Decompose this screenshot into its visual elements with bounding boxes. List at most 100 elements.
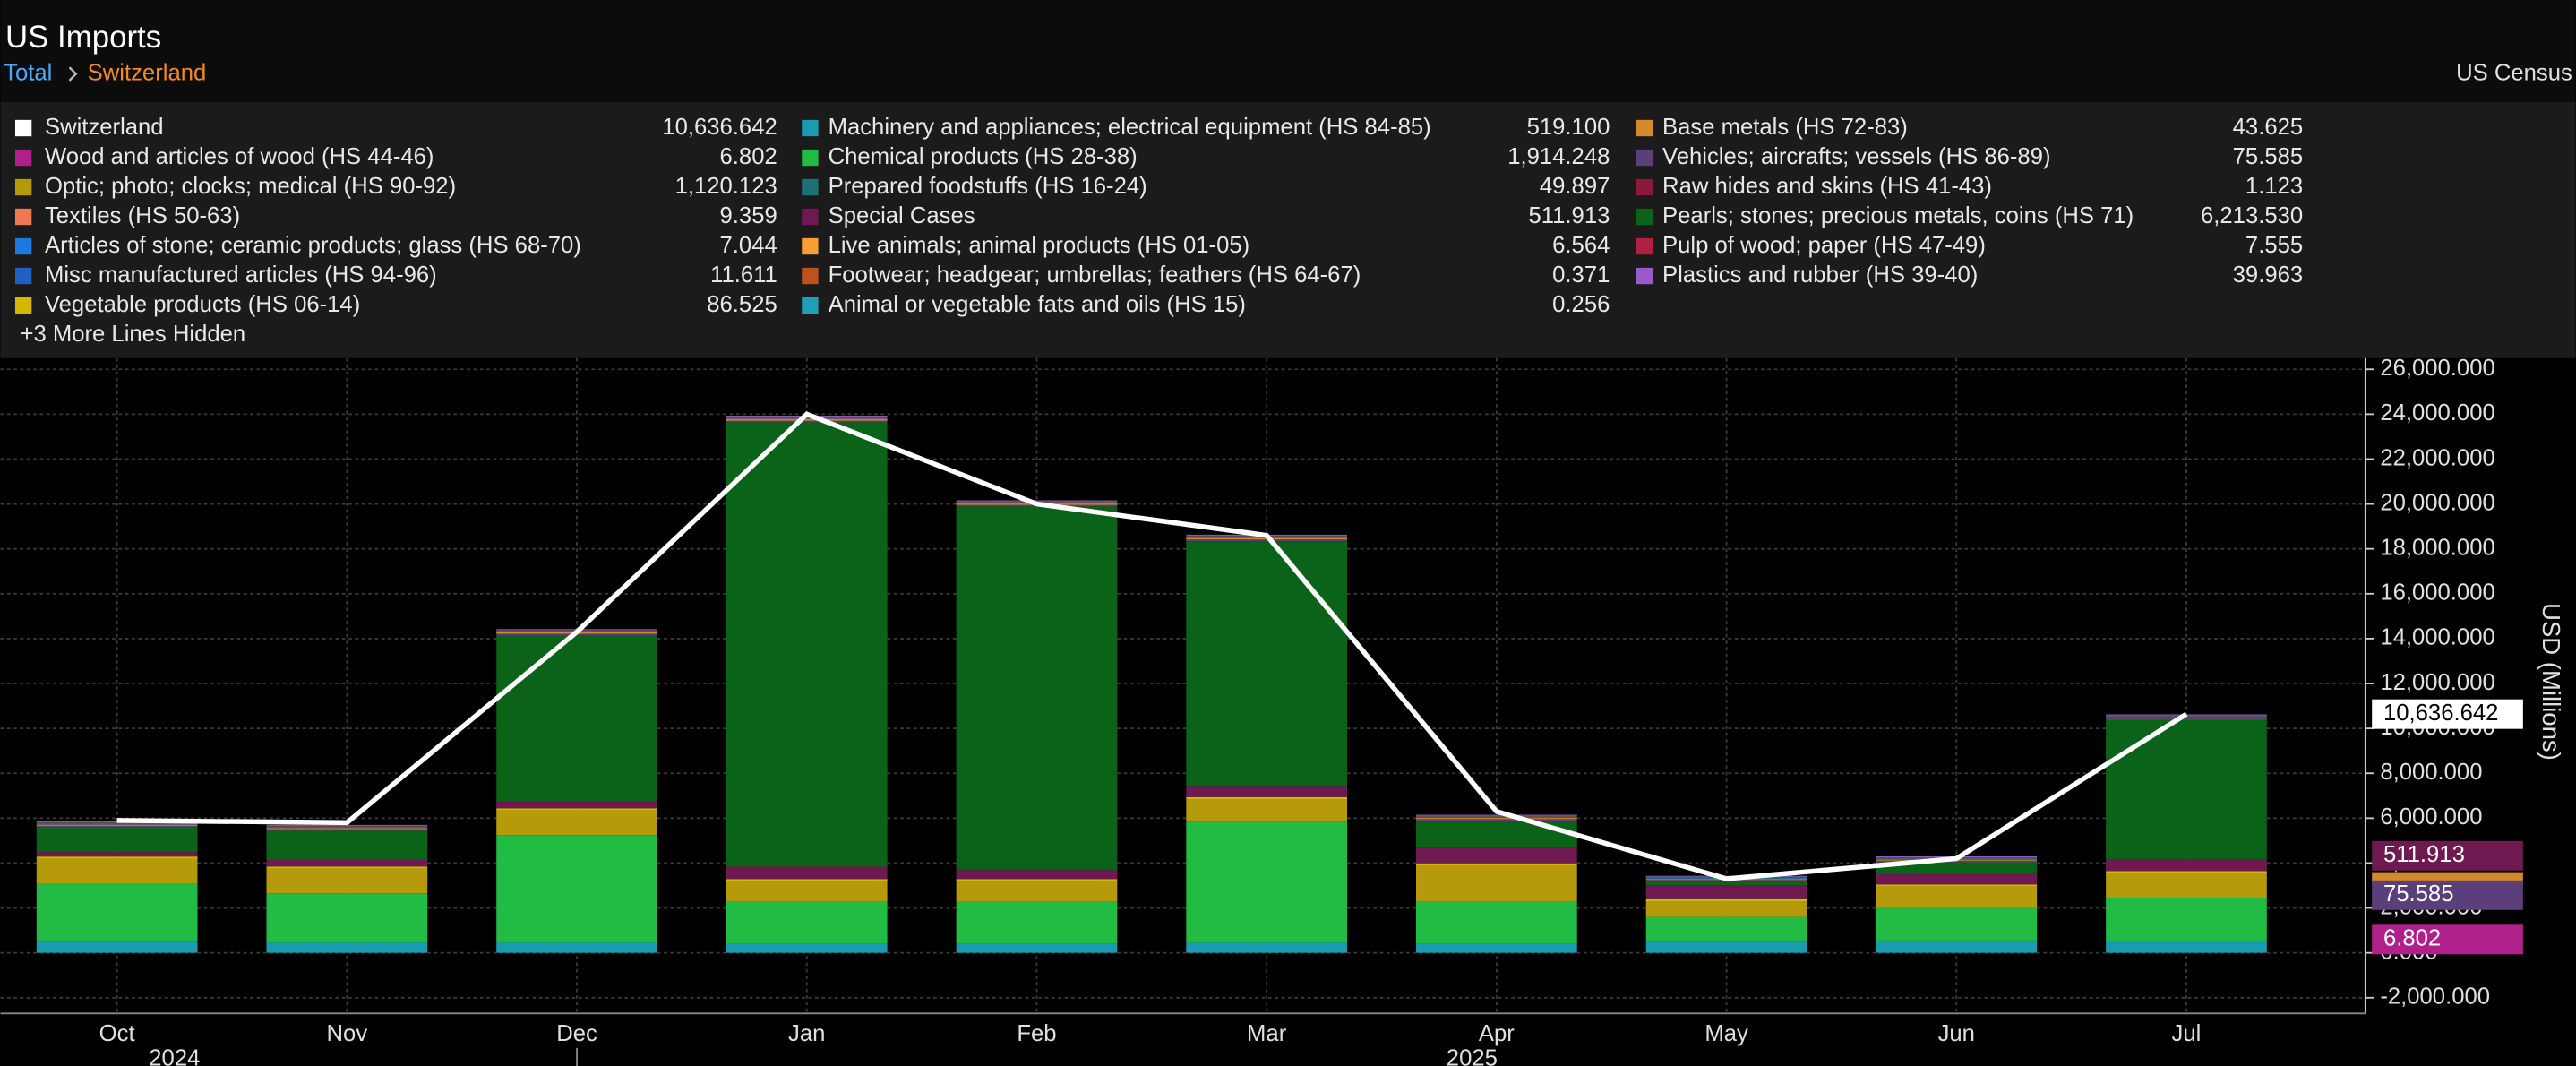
legend-swatch <box>1636 178 1653 196</box>
bar-segment <box>1645 916 1807 942</box>
bar-segment <box>36 823 198 825</box>
bar-segment <box>2106 941 2267 953</box>
bar-segment <box>956 879 1118 881</box>
bar-segment <box>1416 864 1577 902</box>
bar-segment <box>1186 942 1348 953</box>
legend-swatch <box>1636 237 1653 255</box>
grid <box>0 357 2366 1014</box>
legend-swatch <box>14 149 32 167</box>
bar-segment <box>956 870 1118 880</box>
legend-swatch <box>802 208 819 226</box>
x-tick-label: Jun <box>1938 1021 1975 1046</box>
legend-name: Base metals (HS 72-83) <box>1662 115 1908 140</box>
bar-segment <box>1876 907 2038 941</box>
bar-segment <box>1186 541 1348 787</box>
bar-segment <box>1876 862 2038 873</box>
legend-swatch <box>1636 208 1653 226</box>
y-tick-label: 16,000.000 <box>2380 580 2494 606</box>
legend-swatch <box>802 237 819 255</box>
y-tick-label: 24,000.000 <box>2380 400 2494 426</box>
legend-name: Special Cases <box>829 203 975 228</box>
bar-segment <box>1876 886 2038 907</box>
bar-segment <box>266 824 428 826</box>
legend-name: Textiles (HS 50-63) <box>45 203 240 228</box>
legend-swatch <box>14 267 32 285</box>
bar-segment <box>266 893 428 943</box>
legend-value: 75.585 <box>2233 144 2303 169</box>
bar-segment <box>266 942 428 953</box>
bar-segment <box>36 824 198 826</box>
bar-segment <box>1416 943 1577 953</box>
legend-value: 0.256 <box>1552 292 1610 317</box>
legend-name: Optic; photo; clocks; medical (HS 90-92) <box>45 174 456 199</box>
bar-segment <box>2106 859 2267 872</box>
legend-swatch <box>802 119 819 137</box>
bar-segment <box>36 941 198 953</box>
bar-segment <box>36 858 198 884</box>
y-tick-label: 6,000.000 <box>2380 804 2482 830</box>
y-tick-label: 22,000.000 <box>2380 445 2494 470</box>
legend-name: Vehicles; aircrafts; vessels (HS 86-89) <box>1662 144 2050 169</box>
legend-value: 11.611 <box>710 262 777 288</box>
bar-segment <box>266 866 428 869</box>
bar-segment <box>266 828 428 830</box>
bar-segment <box>266 868 428 894</box>
bar-segment <box>266 826 428 829</box>
bar-segment <box>1416 863 1577 865</box>
bar-segment <box>266 859 428 867</box>
y-tick-label: 26,000.000 <box>2380 356 2494 381</box>
bar-segment <box>1186 539 1348 542</box>
bar-segment <box>1876 873 2038 885</box>
bar-segment <box>496 801 657 809</box>
bar-segment <box>726 422 888 867</box>
legend-name: Misc manufactured articles (HS 94-96) <box>45 262 437 288</box>
bar-segment <box>1645 881 1807 886</box>
bar-segment <box>2106 898 2267 941</box>
legend-value: 9.359 <box>720 203 777 228</box>
bar-segment <box>726 943 888 953</box>
bar-segment <box>726 420 888 423</box>
line-series <box>116 411 2188 881</box>
bar-segment <box>496 942 657 953</box>
legend-value: 43.625 <box>2233 115 2303 140</box>
legend-value: 519.100 <box>1527 115 1610 140</box>
legend-name: Footwear; headgear; umbrellas; feathers … <box>829 262 1361 288</box>
bar-segment <box>496 808 657 811</box>
bar-segment <box>1876 860 2038 863</box>
value-tag: 511.913 <box>2383 842 2465 867</box>
hidden-lines-note[interactable]: +3 More Lines Hidden <box>20 322 245 347</box>
breadcrumb-root[interactable]: Total <box>4 60 52 85</box>
legend-name: Pearls; stones; precious metals, coins (… <box>1662 203 2134 228</box>
bar-segment <box>1186 786 1348 797</box>
bar-segment <box>1645 885 1807 899</box>
legend-value: 49.897 <box>1540 174 1610 199</box>
bar-segment <box>1416 816 1577 818</box>
bar-segment <box>726 866 888 880</box>
bar-segment <box>2106 718 2267 720</box>
x-tick-label: Mar <box>1247 1021 1287 1046</box>
legend-value: 10,636.642 <box>662 115 777 140</box>
legend-swatch <box>1636 119 1653 137</box>
bar-segment <box>1186 821 1348 943</box>
legend-name: Pulp of wood; paper (HS 47-49) <box>1662 233 1986 258</box>
legend-value: 511.913 <box>1529 203 1610 228</box>
legend-name: Switzerland <box>45 115 164 140</box>
x-tick-label: Nov <box>327 1021 368 1046</box>
value-tag: 10,636.642 <box>2383 701 2498 726</box>
value-tag: 75.585 <box>2383 881 2453 907</box>
bar-segment <box>726 418 888 421</box>
breadcrumb-chevron <box>68 66 78 82</box>
value-tag-bg <box>2372 880 2523 910</box>
bar-segment <box>1416 819 1577 821</box>
bar-segment <box>1416 901 1577 944</box>
bar-segment <box>726 417 888 419</box>
legend-swatch <box>1636 267 1653 285</box>
bar-segment <box>36 883 198 942</box>
bar-segment <box>956 881 1118 902</box>
bar-segment <box>1876 884 2038 887</box>
legend-value: 1.123 <box>2245 174 2303 199</box>
legend-value: 6.802 <box>720 144 777 169</box>
legend-name: Articles of stone; ceramic products; gla… <box>45 233 581 258</box>
legend-value: 6.564 <box>1552 233 1610 258</box>
legend-value: 7.555 <box>2245 233 2303 258</box>
